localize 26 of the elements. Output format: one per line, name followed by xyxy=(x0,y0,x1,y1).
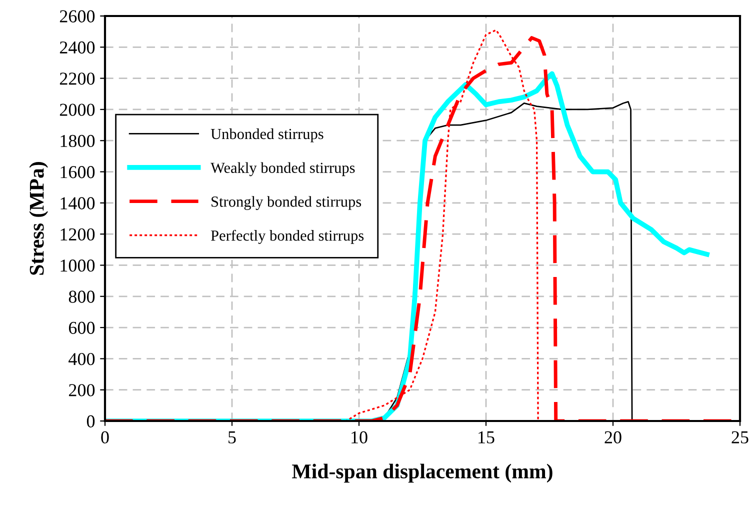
y-tick-label: 2000 xyxy=(60,104,95,116)
y-tick-label: 1400 xyxy=(60,197,95,210)
legend-label: Unbonded stirrups xyxy=(210,128,324,142)
x-tick-label: 25 xyxy=(732,431,748,444)
y-tick-label: 200 xyxy=(68,384,95,396)
y-tick-label: 400 xyxy=(68,352,95,366)
legend-label: Weakly bonded stirrups xyxy=(210,162,355,176)
legend-label: Strongly bonded stirrups xyxy=(212,196,362,210)
x-tick-label: 5 xyxy=(228,431,236,444)
y-tick-label: 800 xyxy=(68,290,95,303)
y-tick-label: 1000 xyxy=(60,259,95,272)
y-axis-title: Stress (MPa) xyxy=(29,162,48,275)
x-tick-label: 0 xyxy=(101,431,109,444)
x-tick-label: 10 xyxy=(352,431,368,444)
legend-label: Perfectly bonded stirrups xyxy=(210,230,364,244)
y-tick-label: 2200 xyxy=(60,72,95,85)
y-tick-label: 600 xyxy=(68,322,95,334)
y-tick-label: 1800 xyxy=(60,134,95,148)
x-tick-label: 20 xyxy=(604,431,622,444)
y-tick-label: 1600 xyxy=(60,166,95,178)
y-tick-label: 1200 xyxy=(60,228,95,241)
y-tick-label: 2400 xyxy=(60,41,95,54)
y-tick-label: 2600 xyxy=(60,10,95,22)
x-tick-label: 15 xyxy=(478,431,494,444)
x-axis-title: Mid-span displacement (mm) xyxy=(292,464,552,483)
y-tick-label: 0 xyxy=(86,415,95,428)
